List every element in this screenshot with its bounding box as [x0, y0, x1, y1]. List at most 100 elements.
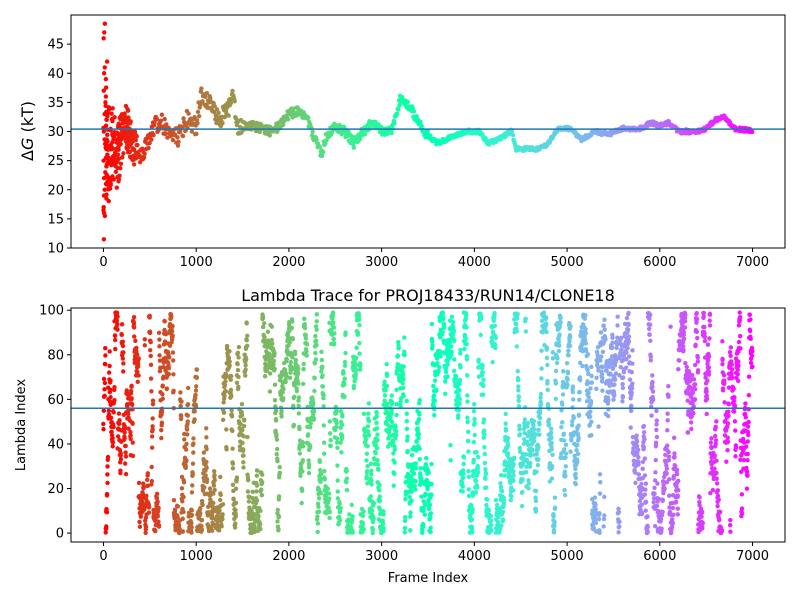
data-point	[296, 411, 301, 416]
data-point	[620, 395, 626, 400]
data-point	[189, 524, 194, 530]
data-point	[419, 123, 424, 129]
data-point	[314, 319, 319, 324]
data-point	[191, 436, 196, 441]
data-point	[692, 397, 698, 402]
data-point	[349, 518, 355, 523]
data-point	[634, 438, 640, 444]
data-point	[538, 395, 543, 400]
data-point	[146, 510, 152, 515]
data-point	[539, 348, 544, 353]
data-point	[619, 347, 624, 352]
data-point	[117, 418, 122, 423]
data-point	[149, 478, 155, 484]
data-point	[413, 465, 419, 471]
data-point	[235, 361, 240, 367]
data-point	[222, 114, 227, 120]
data-point	[149, 445, 155, 450]
data-point	[414, 439, 419, 444]
data-point	[275, 459, 280, 464]
data-point	[613, 371, 619, 376]
data-point	[440, 330, 445, 335]
data-point	[536, 444, 541, 449]
data-point	[674, 467, 680, 472]
data-point	[269, 337, 274, 343]
data-point	[148, 376, 154, 381]
data-point	[659, 526, 664, 531]
data-point	[216, 528, 222, 533]
data-point	[102, 393, 107, 399]
data-point	[116, 411, 122, 416]
data-point	[402, 335, 407, 340]
data-point	[409, 474, 414, 479]
data-point	[449, 344, 454, 349]
data-point	[110, 444, 115, 449]
data-point	[265, 329, 271, 335]
data-point	[143, 515, 149, 521]
data-point	[149, 434, 155, 439]
data-point	[533, 495, 538, 500]
data-point	[308, 421, 313, 426]
data-point	[137, 519, 142, 525]
data-point	[257, 522, 263, 527]
data-point	[185, 413, 191, 418]
data-point	[245, 489, 251, 494]
data-point	[108, 415, 114, 421]
data-point	[260, 314, 266, 319]
data-point	[216, 110, 221, 116]
data-point	[108, 378, 113, 383]
data-point	[604, 368, 609, 373]
data-point	[368, 472, 374, 477]
data-point	[445, 362, 450, 367]
data-point	[211, 483, 217, 488]
data-point	[300, 458, 306, 463]
data-point	[131, 325, 137, 330]
data-point	[617, 519, 622, 525]
data-point	[675, 512, 680, 517]
data-point	[141, 155, 147, 160]
data-point	[303, 332, 308, 338]
data-point	[176, 139, 181, 145]
data-point	[315, 529, 320, 535]
data-point	[639, 502, 644, 508]
data-point	[103, 94, 109, 99]
data-point	[449, 314, 455, 320]
data-point	[150, 402, 156, 407]
data-point	[475, 470, 481, 475]
data-point	[617, 373, 622, 378]
data-point	[600, 388, 605, 393]
data-point	[349, 502, 354, 508]
data-point	[495, 520, 501, 525]
data-point	[583, 330, 588, 336]
data-point	[302, 316, 307, 322]
data-point	[259, 480, 265, 485]
data-point	[339, 131, 344, 137]
data-point	[546, 422, 552, 427]
data-point	[347, 512, 352, 517]
data-point	[244, 338, 250, 343]
data-point	[327, 496, 332, 501]
data-point	[363, 437, 369, 442]
data-point	[300, 444, 306, 449]
data-point	[683, 312, 688, 318]
data-point	[211, 491, 216, 496]
data-point	[675, 493, 680, 498]
data-point	[226, 113, 231, 118]
data-point	[128, 436, 133, 442]
data-point	[109, 146, 115, 152]
data-point	[129, 396, 134, 401]
data-point	[463, 316, 468, 321]
data-point	[573, 475, 578, 481]
data-point	[304, 342, 310, 347]
data-point	[670, 521, 675, 526]
data-point	[428, 529, 433, 535]
data-point	[667, 493, 672, 498]
data-point	[327, 509, 333, 515]
data-point	[472, 416, 477, 422]
data-point	[625, 345, 630, 351]
data-point	[241, 465, 246, 470]
data-point	[502, 473, 507, 478]
data-point	[156, 505, 161, 511]
data-point	[209, 511, 215, 517]
data-point	[402, 349, 407, 355]
